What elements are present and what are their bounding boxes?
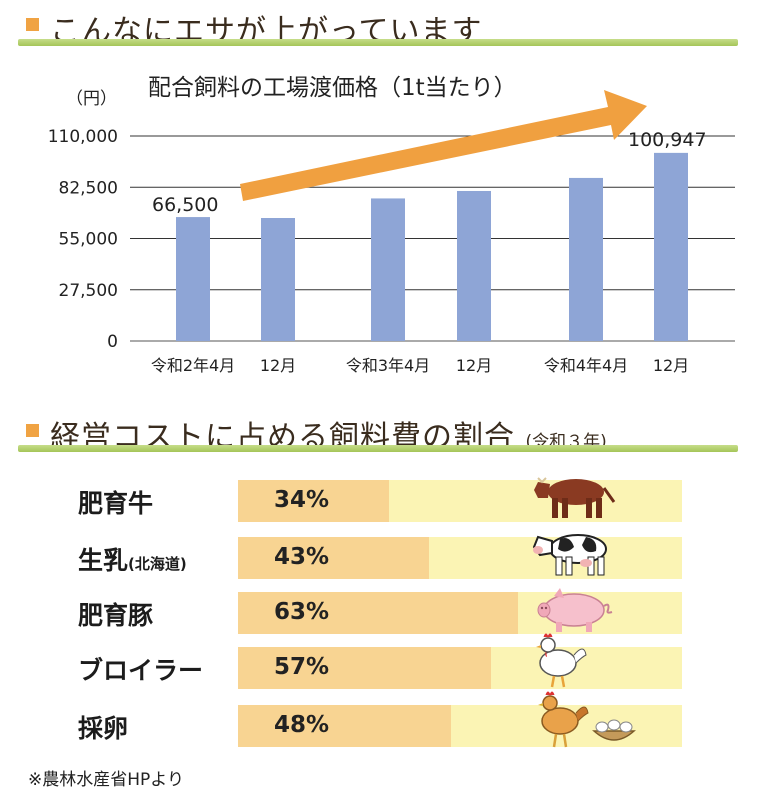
cost-share-track: 34% xyxy=(238,480,682,522)
hen-with-eggs-icon xyxy=(530,687,640,753)
x-tick-label: 12月 xyxy=(260,356,296,375)
cost-share-fill xyxy=(238,480,389,522)
cost-share-row: 採卵 48% xyxy=(0,691,760,748)
y-axis-unit-label: （円） xyxy=(66,89,117,109)
beef-cattle-icon xyxy=(530,468,620,526)
cost-share-value: 43% xyxy=(274,544,330,570)
cost-share-track: 43% xyxy=(238,537,682,579)
y-tick-label: 110,000 xyxy=(48,127,118,147)
livestock-label-text: 採卵 xyxy=(78,714,129,743)
trend-arrow xyxy=(240,90,647,201)
pig-icon xyxy=(530,584,620,642)
cost-share-row: 肥育豚 63% xyxy=(0,588,760,634)
section-marker xyxy=(26,424,39,437)
cost-share-row: 生乳(北海道) 43% xyxy=(0,534,760,579)
bar xyxy=(176,217,210,341)
section-header-cost-share: 経営コストに占める飼料費の割合 (令和３年) xyxy=(18,412,738,455)
cost-share-row: ブロイラー 57% xyxy=(0,633,760,689)
livestock-label-text: 肥育牛 xyxy=(78,489,154,518)
bar xyxy=(371,198,405,341)
feed-price-chart: 配合飼料の工場渡価格（1t当たり） （円） 0 27,500 55,000 82,50… xyxy=(48,75,735,375)
livestock-label: ブロイラー xyxy=(78,651,203,687)
cost-share-row: 肥育牛 34% xyxy=(0,477,760,522)
cost-share-fill xyxy=(238,537,429,579)
bar xyxy=(654,152,688,341)
y-tick-label: 82,500 xyxy=(59,178,118,198)
y-tick-label: 0 xyxy=(107,332,118,352)
white-chicken-icon xyxy=(530,629,590,693)
bar xyxy=(261,218,295,341)
livestock-label: 採卵 xyxy=(78,709,128,745)
livestock-label-text: 肥育豚 xyxy=(78,601,154,630)
bar xyxy=(569,177,603,341)
cost-share-fill xyxy=(238,647,492,689)
cost-share-value: 34% xyxy=(274,487,330,513)
cost-share-fill xyxy=(238,705,452,747)
y-tick-label: 27,500 xyxy=(59,281,118,301)
cost-share-fill xyxy=(238,592,518,634)
x-tick-label: 令和4年4月 xyxy=(544,356,628,375)
cost-share-value: 63% xyxy=(274,599,330,625)
data-label-last: 100,947 xyxy=(628,129,707,151)
cost-share-track: 57% xyxy=(238,647,682,689)
section-marker xyxy=(26,18,39,31)
cost-share-value: 48% xyxy=(274,712,330,738)
livestock-label-text: 生乳 xyxy=(78,546,129,575)
section-header-price: こんなにエサが上がっています xyxy=(18,6,738,49)
source-footnote: ※農林水産省HPより xyxy=(28,770,184,790)
cost-share-value: 57% xyxy=(274,654,330,680)
bar xyxy=(457,190,491,341)
livestock-label: 生乳(北海道) xyxy=(78,541,187,577)
chart-title: 配合飼料の工場渡価格（1t当たり） xyxy=(148,75,517,101)
section-rule xyxy=(18,445,738,452)
livestock-label-text: ブロイラー xyxy=(78,656,204,685)
livestock-label-sub: (北海道) xyxy=(128,555,187,573)
x-tick-label: 令和3年4月 xyxy=(346,356,430,375)
cost-share-track: 63% xyxy=(238,592,682,634)
livestock-label: 肥育豚 xyxy=(78,596,153,632)
x-tick-label: 12月 xyxy=(456,356,492,375)
data-label-first: 66,500 xyxy=(152,194,218,216)
y-tick-label: 55,000 xyxy=(59,230,118,250)
x-tick-label: 12月 xyxy=(653,356,689,375)
x-tick-label: 令和2年4月 xyxy=(151,356,235,375)
livestock-label: 肥育牛 xyxy=(78,484,153,520)
section-rule xyxy=(18,39,738,46)
dairy-cow-icon xyxy=(530,525,620,583)
